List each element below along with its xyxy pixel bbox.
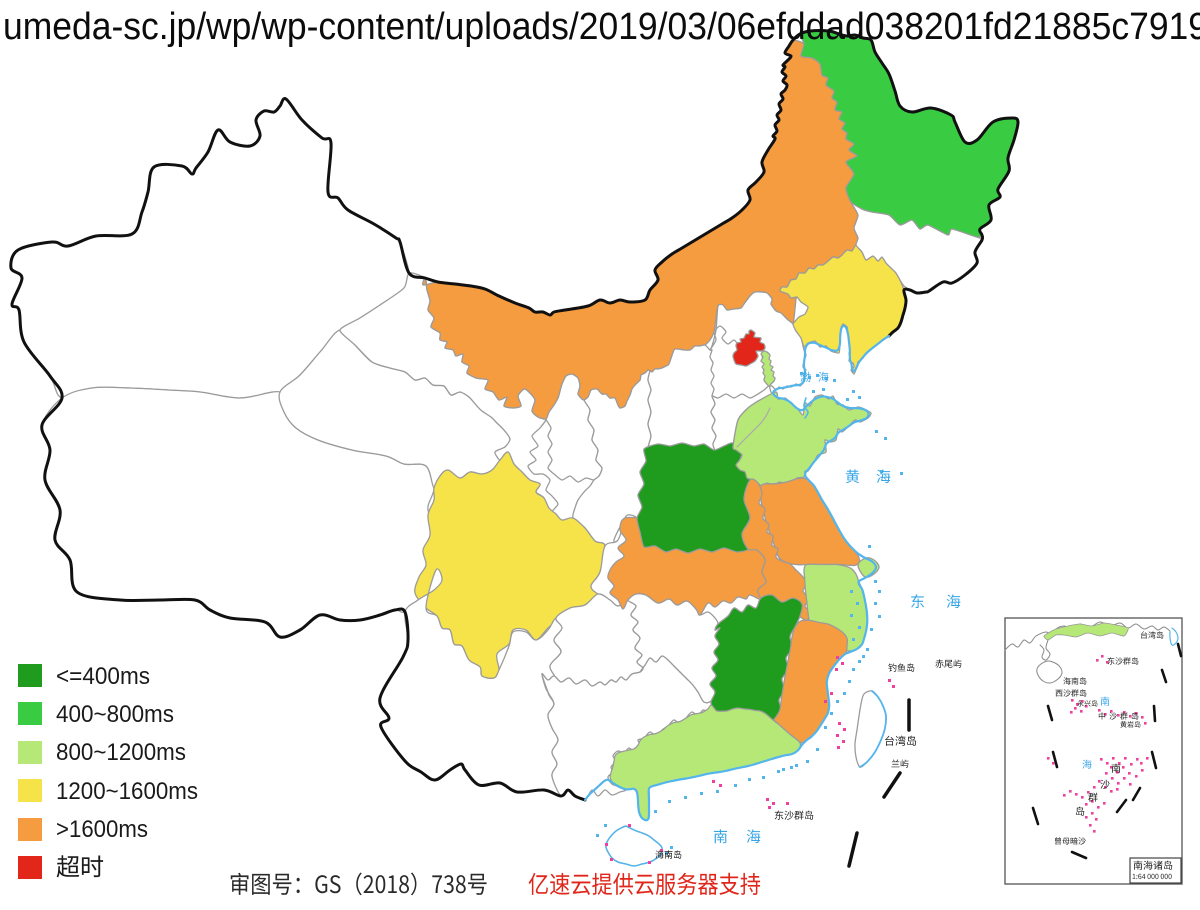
svg-text:800~1200ms: 800~1200ms [56,739,186,766]
svg-text:1200~1600ms: 1200~1600ms [56,778,198,805]
svg-text:>1600ms: >1600ms [56,816,148,843]
svg-text:<=400ms: <=400ms [56,663,150,690]
svg-text:400~800ms: 400~800ms [56,701,174,728]
svg-text:umeda-sc.jp/wp/wp-content/uplo: umeda-sc.jp/wp/wp-content/uploads/2019/0… [3,6,1200,48]
